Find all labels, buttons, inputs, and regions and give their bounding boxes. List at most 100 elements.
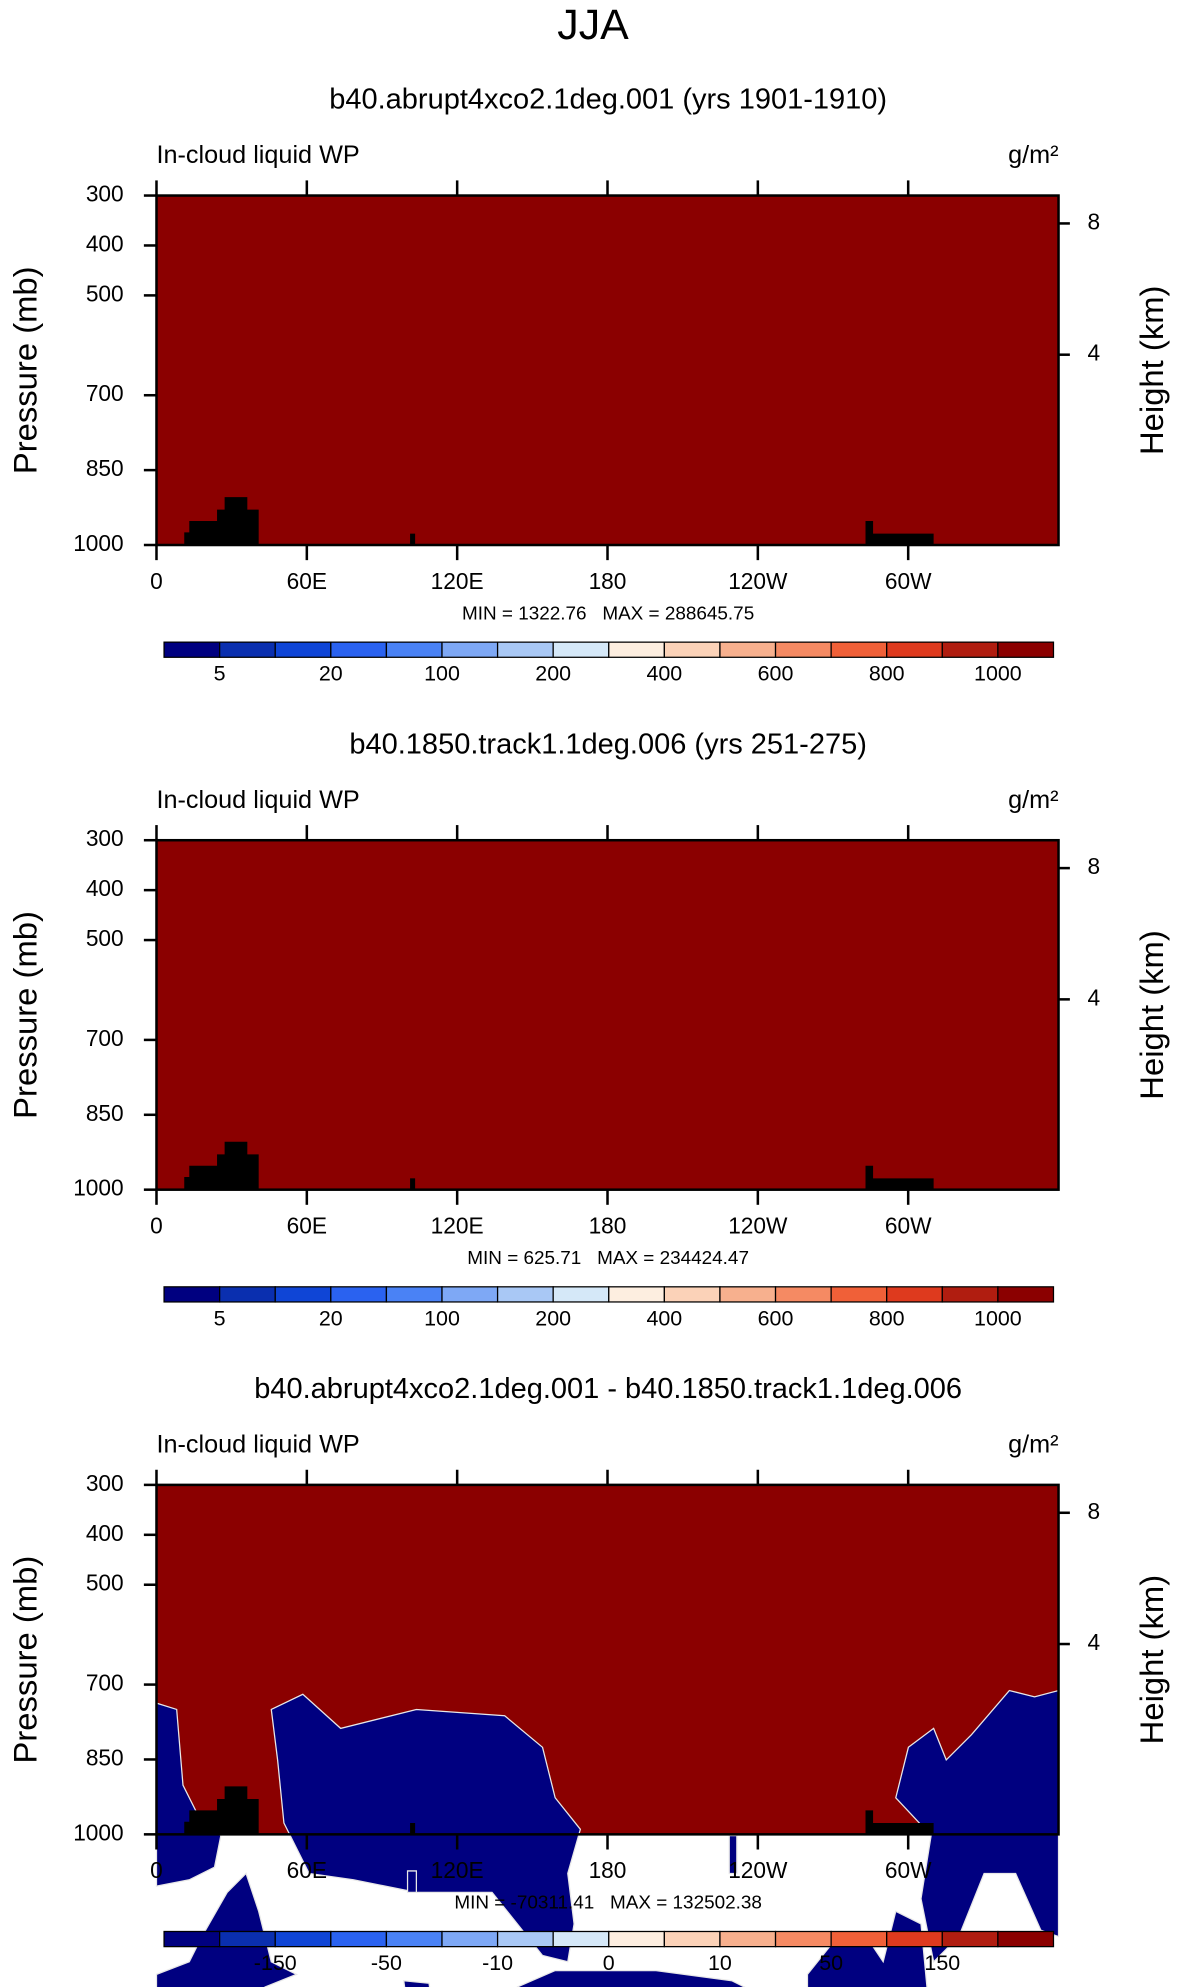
colorbar-label: 50 xyxy=(819,1951,843,1975)
colorbar-box xyxy=(163,1286,221,1303)
colorbar-box xyxy=(774,641,832,658)
colorbar-box xyxy=(219,1930,276,1948)
colorbar-box xyxy=(886,1286,943,1303)
y-tick-label: 500 xyxy=(86,280,124,306)
colorbar-box xyxy=(330,1286,388,1303)
y2-tick-label: 4 xyxy=(1088,1629,1101,1655)
y-tick-label: 400 xyxy=(86,230,124,256)
colorbar-box xyxy=(608,1930,665,1948)
colorbar-box xyxy=(830,641,888,658)
colorbar-box xyxy=(663,641,721,658)
colorbar-box xyxy=(552,1286,610,1303)
colorbar-box xyxy=(274,1286,332,1303)
x-tick-label: 120W xyxy=(728,1857,788,1883)
x-tick-label: 120E xyxy=(431,1213,484,1239)
colorbar-box xyxy=(830,1286,888,1303)
colorbar-box xyxy=(663,1286,721,1303)
panel-subtitle: In-cloud liquid WP xyxy=(156,786,359,814)
y-tick-label: 300 xyxy=(86,825,124,851)
contour-region xyxy=(516,1969,746,1987)
colorbar-label: -10 xyxy=(482,1951,513,1975)
colorbar-box xyxy=(830,1930,888,1948)
x-tick-label: 60W xyxy=(885,568,932,594)
colorbar-box xyxy=(385,1286,443,1303)
y-axis-label: Pressure (mb) xyxy=(6,911,43,1119)
colorbar-label: 600 xyxy=(758,1306,794,1330)
colorbar-box xyxy=(941,641,999,658)
colorbar-box xyxy=(774,1286,832,1303)
topography xyxy=(410,1822,416,1835)
y-tick-label: 850 xyxy=(86,1100,124,1126)
colorbar-box xyxy=(719,1930,777,1948)
x-tick-label: 0 xyxy=(150,568,163,594)
units: g/m² xyxy=(1008,1430,1058,1458)
y-tick-label: 300 xyxy=(86,181,124,207)
colorbar-box xyxy=(330,1930,388,1948)
colorbar-box xyxy=(719,641,777,658)
y-tick-label: 500 xyxy=(86,925,124,951)
x-tick-label: 180 xyxy=(589,568,627,594)
x-tick-label: 60E xyxy=(287,1857,327,1883)
colorbar-label: 5 xyxy=(214,1306,226,1330)
colorbar-box xyxy=(886,1930,943,1948)
x-tick-label: 120W xyxy=(728,568,788,594)
stats: MIN = -70311.41 MAX = 132502.38 xyxy=(454,1893,762,1914)
plot-area xyxy=(156,840,1059,1190)
y-tick-label: 850 xyxy=(86,1744,124,1770)
y-tick-label: 500 xyxy=(86,1570,124,1596)
topography xyxy=(410,533,416,546)
y-tick-label: 700 xyxy=(86,1670,124,1696)
x-tick-label: 120E xyxy=(431,1857,484,1883)
colorbar-box xyxy=(496,641,554,658)
colorbar-label: 100 xyxy=(424,1306,460,1330)
colorbar-label: 20 xyxy=(319,1306,343,1330)
colorbar-box xyxy=(941,1286,999,1303)
x-tick-label: 60W xyxy=(885,1857,932,1883)
y2-axis-label: Height (km) xyxy=(1133,930,1170,1099)
colorbar-box xyxy=(163,1930,221,1948)
panel-subtitle: In-cloud liquid WP xyxy=(156,1430,359,1458)
y-tick-label: 700 xyxy=(86,1025,124,1051)
y2-tick-label: 4 xyxy=(1088,340,1101,366)
x-tick-label: 60W xyxy=(885,1213,932,1239)
y-axis-label: Pressure (mb) xyxy=(6,1556,43,1764)
colorbar-label: -150 xyxy=(254,1951,297,1975)
topography xyxy=(410,1178,416,1190)
colorbar-box xyxy=(608,1286,665,1303)
colorbar-box xyxy=(163,641,221,658)
y2-axis-label: Height (km) xyxy=(1133,1575,1170,1744)
colorbar-box xyxy=(886,641,943,658)
x-tick-label: 120W xyxy=(728,1213,788,1239)
colorbar-label: 200 xyxy=(535,1306,571,1330)
y-tick-label: 1000 xyxy=(73,530,123,556)
stats: MIN = 1322.76 MAX = 288645.75 xyxy=(462,603,754,624)
colorbar-label: 800 xyxy=(869,1306,905,1330)
units: g/m² xyxy=(1008,141,1058,169)
x-tick-label: 180 xyxy=(589,1857,627,1883)
x-tick-label: 60E xyxy=(287,1213,327,1239)
y2-axis-label: Height (km) xyxy=(1133,286,1170,455)
colorbar-label: 200 xyxy=(535,662,571,686)
colorbar-label: 400 xyxy=(646,1306,682,1330)
plot-area xyxy=(156,195,1059,546)
y2-tick-label: 4 xyxy=(1088,984,1101,1010)
contour-region xyxy=(806,1910,928,1987)
y-tick-label: 400 xyxy=(86,875,124,901)
colorbar-box xyxy=(330,641,388,658)
colorbar-box xyxy=(385,641,443,658)
colorbar-label: -50 xyxy=(371,1951,402,1975)
y-tick-label: 850 xyxy=(86,455,124,481)
colorbar-box xyxy=(441,641,499,658)
colorbar-label: 0 xyxy=(603,1951,615,1975)
topography xyxy=(184,1786,259,1835)
colorbar-box xyxy=(997,1930,1055,1948)
colorbar-box xyxy=(774,1930,832,1948)
contour-region xyxy=(406,1870,418,1894)
y2-tick-label: 8 xyxy=(1088,853,1101,879)
topography xyxy=(865,521,934,546)
topography xyxy=(865,1165,934,1190)
stats: MIN = 625.71 MAX = 234424.47 xyxy=(467,1248,749,1269)
x-tick-label: 120E xyxy=(431,568,484,594)
colorbar-label: 100 xyxy=(424,662,460,686)
colorbar-box xyxy=(552,641,610,658)
